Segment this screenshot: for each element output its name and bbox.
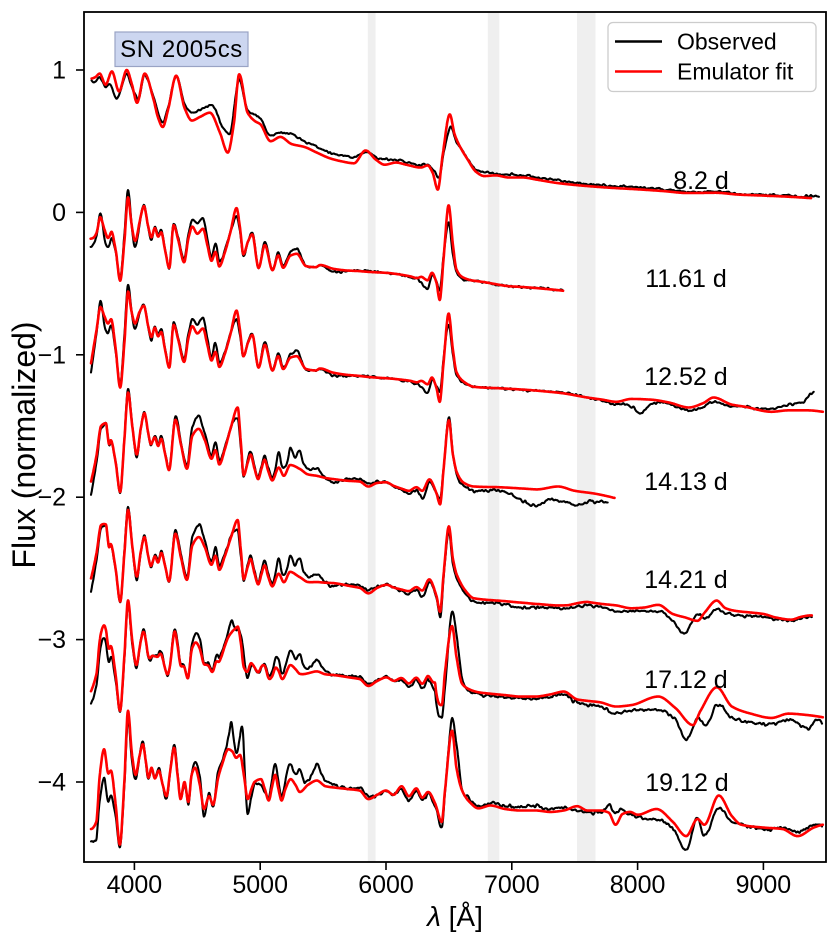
svg-text:1: 1 <box>52 57 66 85</box>
svg-text:9000: 9000 <box>736 871 792 899</box>
svg-text:5000: 5000 <box>232 871 288 899</box>
svg-text:Observed: Observed <box>677 29 777 55</box>
svg-text:11.61 d: 11.61 d <box>645 265 727 293</box>
svg-text:7000: 7000 <box>484 871 540 899</box>
svg-text:−3: −3 <box>37 626 66 654</box>
svg-text:−4: −4 <box>37 769 66 797</box>
svg-text:−2: −2 <box>37 484 66 512</box>
svg-text:SN 2005cs: SN 2005cs <box>120 36 243 63</box>
svg-text:6000: 6000 <box>358 871 414 899</box>
svg-text:12.52 d: 12.52 d <box>644 363 727 391</box>
svg-text:19.12 d: 19.12 d <box>645 769 728 797</box>
svg-text:8000: 8000 <box>610 871 666 899</box>
svg-text:4000: 4000 <box>107 871 163 899</box>
svg-text:14.21 d: 14.21 d <box>644 566 727 594</box>
svg-text:−1: −1 <box>37 341 66 369</box>
svg-text:8.2 d: 8.2 d <box>673 167 729 195</box>
svg-text:λ [Å]: λ [Å] <box>425 901 483 932</box>
svg-text:0: 0 <box>52 199 66 227</box>
svg-text:14.13 d: 14.13 d <box>644 468 727 496</box>
svg-text:Emulator fit: Emulator fit <box>677 59 794 85</box>
svg-text:17.12 d: 17.12 d <box>644 666 727 694</box>
svg-text:Flux (normalized): Flux (normalized) <box>6 321 42 568</box>
